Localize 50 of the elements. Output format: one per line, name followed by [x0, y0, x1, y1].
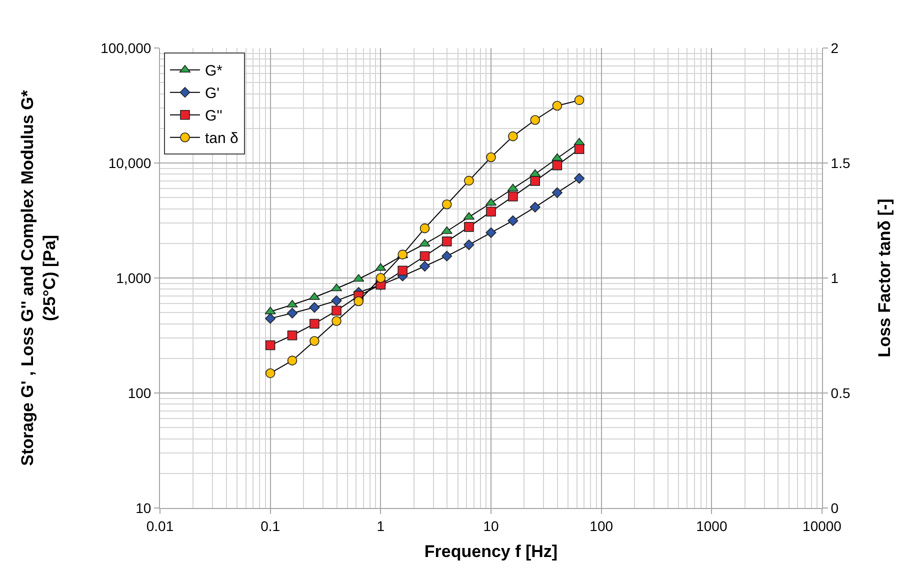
- y2-axis-title: Loss Factor tanδ [-]: [874, 198, 894, 358]
- x-tick-label: 10000: [802, 518, 842, 534]
- y2-tick-label: 2: [830, 40, 839, 56]
- x-tick-label: 10: [483, 518, 499, 534]
- point: [265, 340, 276, 350]
- point: [398, 266, 408, 276]
- point: [419, 260, 430, 272]
- point: [464, 222, 474, 232]
- point: [265, 313, 276, 324]
- point: [286, 308, 298, 318]
- y2-tick-label: 1.5: [830, 154, 850, 171]
- point: [464, 239, 474, 250]
- x-tick-label: 1: [376, 518, 385, 534]
- y2-tick-label: 1: [830, 270, 839, 286]
- point: [310, 318, 320, 329]
- y-tick-label: 1,000: [116, 270, 152, 286]
- y2-tick-label: 0.5: [830, 384, 850, 401]
- point: [530, 202, 540, 212]
- point: [442, 236, 452, 246]
- point: [332, 306, 342, 316]
- y-axis-title: Storage G' , Loss G'' and Complex Modulus G* (25°C) [Pa]: [18, 90, 60, 466]
- point: [574, 173, 585, 184]
- point: [331, 295, 342, 306]
- y-tick-label: 10,000: [108, 154, 152, 171]
- point: [574, 144, 584, 154]
- legend-label: G*: [204, 62, 223, 80]
- point: [287, 330, 298, 340]
- point: [442, 250, 452, 262]
- x-tick-label: 1000: [696, 518, 728, 534]
- y-tick-label: 100: [128, 384, 152, 401]
- point: [420, 251, 430, 262]
- legend-label: G': [204, 85, 220, 102]
- point: [508, 215, 518, 226]
- y2-tick-label: 0: [830, 500, 839, 516]
- point: [530, 176, 540, 186]
- point: [419, 238, 430, 247]
- point: [486, 227, 496, 238]
- y-tick-label: 10: [136, 500, 152, 516]
- x-axis-title: Frequency f [Hz]: [424, 542, 558, 562]
- point: [309, 302, 320, 313]
- legend-label: G'': [204, 108, 223, 125]
- x-tick-label: 0.01: [146, 518, 174, 534]
- point: [552, 160, 562, 170]
- point: [552, 187, 562, 198]
- x-tick-label: 0.1: [260, 518, 280, 534]
- x-tick-label: 100: [590, 518, 614, 534]
- point: [508, 192, 518, 202]
- legend-label: tan δ: [204, 130, 238, 148]
- point: [486, 206, 496, 216]
- y-tick-label: 100,000: [100, 40, 152, 56]
